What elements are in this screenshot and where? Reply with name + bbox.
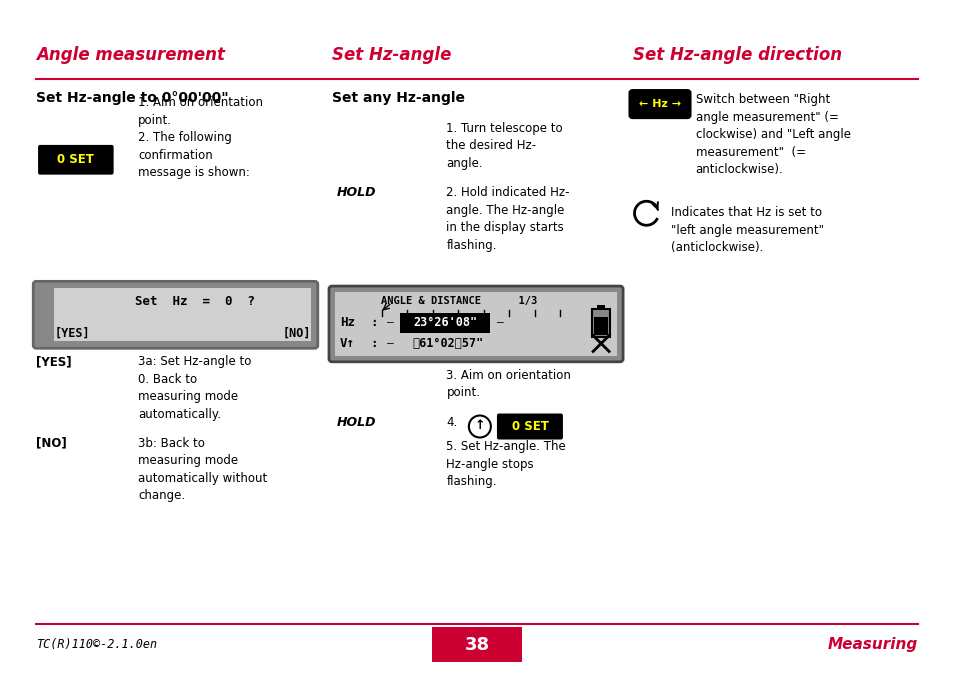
Text: 2. Hold indicated Hz-
angle. The Hz-angle
in the display starts
flashing.: 2. Hold indicated Hz- angle. The Hz-angl…: [446, 186, 569, 252]
Text: —: —: [497, 318, 503, 328]
Text: 23°26'08": 23°26'08": [413, 316, 476, 329]
Text: Set Hz-angle: Set Hz-angle: [332, 46, 451, 64]
Text: [NO]: [NO]: [282, 326, 311, 340]
Text: HOLD: HOLD: [336, 186, 375, 199]
Text: Set  Hz  =  0  ?: Set Hz = 0 ?: [135, 295, 254, 308]
Text: 4.: 4.: [446, 416, 457, 429]
FancyBboxPatch shape: [335, 292, 617, 356]
Text: TC(R)110©-2.1.0en: TC(R)110©-2.1.0en: [36, 638, 157, 651]
Text: —: —: [387, 318, 394, 328]
Text: —: —: [387, 338, 394, 349]
FancyBboxPatch shape: [399, 313, 490, 332]
Text: 38: 38: [464, 636, 489, 653]
Text: :: :: [370, 316, 377, 329]
FancyBboxPatch shape: [33, 282, 317, 348]
FancyBboxPatch shape: [497, 414, 562, 439]
Text: Set any Hz-angle: Set any Hz-angle: [332, 91, 464, 106]
Text: ← Hz →: ← Hz →: [639, 99, 680, 109]
FancyBboxPatch shape: [432, 627, 521, 662]
FancyBboxPatch shape: [629, 90, 690, 118]
FancyBboxPatch shape: [597, 305, 604, 309]
Text: 3b: Back to
measuring mode
automatically without
change.: 3b: Back to measuring mode automatically…: [138, 437, 267, 502]
Text: 5. Set Hz-angle. The
Hz-angle stops
flashing.: 5. Set Hz-angle. The Hz-angle stops flas…: [446, 440, 566, 488]
Text: Hz: Hz: [339, 316, 355, 329]
Text: :: :: [370, 337, 377, 350]
Text: [NO]: [NO]: [36, 437, 67, 450]
Text: 0 SET: 0 SET: [511, 420, 548, 433]
FancyBboxPatch shape: [592, 309, 610, 336]
Text: Set Hz-angle to 0°00'00": Set Hz-angle to 0°00'00": [36, 91, 229, 106]
Text: 3. Aim on orientation
point.: 3. Aim on orientation point.: [446, 369, 571, 399]
Text: [YES]: [YES]: [36, 355, 71, 368]
Text: Switch between "Right
angle measurement" (=
clockwise) and "Left angle
measureme: Switch between "Right angle measurement"…: [695, 93, 850, 177]
Text: Set Hz-angle direction: Set Hz-angle direction: [632, 46, 841, 64]
Text: Angle measurement: Angle measurement: [36, 46, 225, 64]
Text: 1. Turn telescope to
the desired Hz-
angle.: 1. Turn telescope to the desired Hz- ang…: [446, 122, 562, 170]
Text: ANGLE & DISTANCE      1/3: ANGLE & DISTANCE 1/3: [380, 296, 537, 306]
FancyBboxPatch shape: [38, 145, 113, 175]
Text: Indicates that Hz is set to
"left angle measurement"
(anticlockwise).: Indicates that Hz is set to "left angle …: [670, 206, 822, 255]
Text: 0 SET: 0 SET: [57, 153, 94, 167]
FancyBboxPatch shape: [594, 317, 607, 334]
Text: ↑: ↑: [474, 419, 485, 432]
Text: 3a: Set Hz-angle to
0. Back to
measuring mode
automatically.: 3a: Set Hz-angle to 0. Back to measuring…: [138, 355, 252, 421]
Text: HOLD: HOLD: [336, 416, 375, 429]
FancyBboxPatch shape: [329, 286, 622, 362]
Text: Measuring: Measuring: [826, 637, 917, 652]
FancyBboxPatch shape: [54, 288, 311, 341]
Text: V↑: V↑: [339, 337, 355, 350]
Text: [YES]: [YES]: [54, 326, 90, 340]
Text: ˄61°02˄57": ˄61°02˄57": [412, 337, 483, 350]
Text: 1. Aim on orientation
point.
2. The following
confirmation
message is shown:: 1. Aim on orientation point. 2. The foll…: [138, 96, 263, 179]
